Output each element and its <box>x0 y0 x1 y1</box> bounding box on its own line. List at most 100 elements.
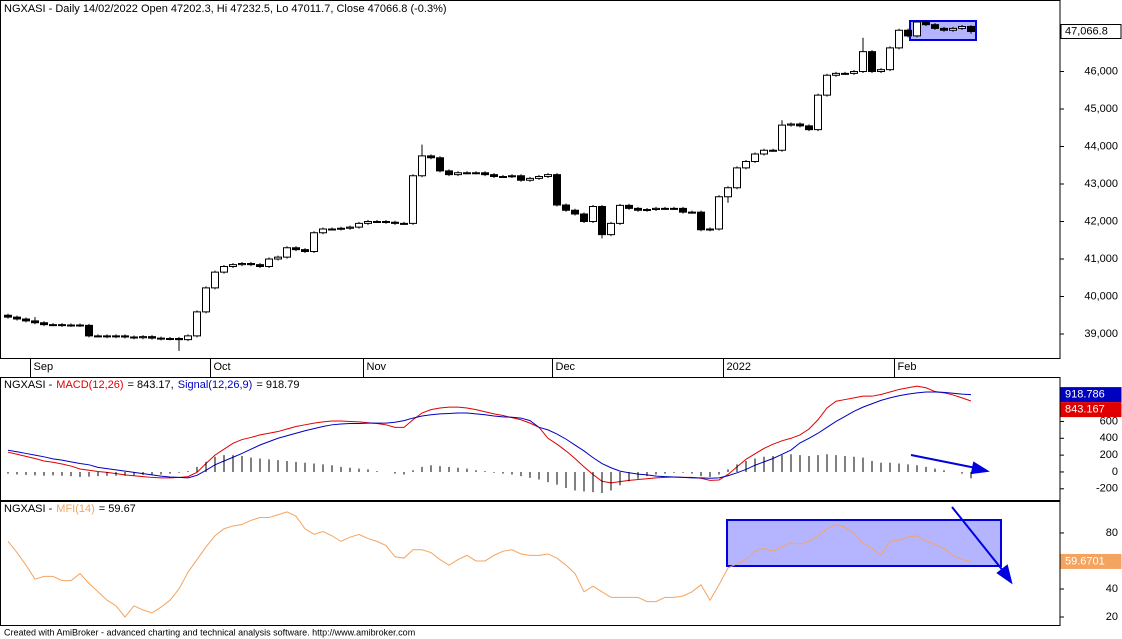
candle-body <box>688 211 696 214</box>
last-value-box <box>1060 24 1122 40</box>
candle-body <box>265 258 273 268</box>
candle-body <box>616 204 624 224</box>
candle-body <box>931 24 939 29</box>
y-tick-label: 39,000 <box>1084 328 1118 340</box>
candle-body <box>670 207 678 210</box>
panel-title: NGXASI - <box>4 379 53 391</box>
candle-body <box>22 318 30 322</box>
y-tick-label: 46,000 <box>1084 65 1118 77</box>
candle-body <box>364 221 372 224</box>
candle-body <box>499 176 507 179</box>
candle-body <box>823 74 831 96</box>
y-tick-label: 42,000 <box>1084 215 1118 227</box>
candle-body <box>805 125 813 131</box>
candle-body <box>760 149 768 155</box>
candle-body <box>139 336 147 339</box>
arrow-line <box>910 454 977 469</box>
candle-body <box>193 311 201 337</box>
x-tick-label: Dec <box>556 361 576 373</box>
candle-body <box>409 175 417 224</box>
candle-body <box>454 172 462 176</box>
candle-body <box>553 174 561 206</box>
candle-body <box>85 324 93 337</box>
last-value-label: 47,066.8 <box>1065 25 1108 37</box>
candle-body <box>13 316 21 320</box>
candle-body <box>544 174 552 178</box>
candle-body <box>130 336 138 339</box>
candle-body <box>337 227 345 230</box>
price-panel-frame <box>0 0 1061 359</box>
footer: Created with AmiBroker - advanced charti… <box>4 627 415 637</box>
last-value-box <box>1060 553 1122 569</box>
candle-body <box>769 149 777 152</box>
candle-body <box>472 172 480 175</box>
panel-frames <box>0 0 1061 626</box>
y-tick-label: 400 <box>1100 432 1118 444</box>
legend-name: Signal(12,26,9) <box>178 379 253 391</box>
panel-title: NGXASI - Daily 14/02/2022 Open 47202.3, … <box>4 3 447 15</box>
candle-body <box>787 123 795 126</box>
candle-body <box>706 228 714 231</box>
panel-header: NGXASI - Daily 14/02/2022 Open 47202.3, … <box>4 3 447 15</box>
candle-body <box>400 222 408 225</box>
last-value-box <box>1060 402 1122 418</box>
candle-body <box>661 207 669 210</box>
candle-body <box>643 209 651 212</box>
candle-body <box>517 175 525 181</box>
candle-body <box>697 211 705 231</box>
panel-title: NGXASI - <box>4 503 53 515</box>
x-tick-label: Sep <box>34 361 54 373</box>
legend-name: MACD(12,26) <box>56 379 123 391</box>
candle-body <box>967 25 975 33</box>
last-value-box <box>1060 387 1122 403</box>
candle-body <box>508 175 516 178</box>
candle-body <box>346 226 354 229</box>
candle-body <box>256 264 264 268</box>
arrow-head <box>970 461 990 475</box>
series-line <box>7 385 972 484</box>
panel-header: NGXASI - MFI(14) = 59.67 <box>4 503 136 515</box>
candle-body <box>859 51 867 73</box>
candle-body <box>598 206 606 236</box>
arrow-line <box>951 506 1005 573</box>
x-tick-label: Nov <box>367 361 387 373</box>
y-tick-label: 43,000 <box>1084 178 1118 190</box>
candle-body <box>391 221 399 224</box>
series-line <box>7 511 972 618</box>
candle-body <box>922 21 930 26</box>
candle-body <box>634 207 642 211</box>
y-tick-label: 80 <box>1106 527 1118 539</box>
panel-header: NGXASI - MACD(12,26) = 843.17, Signal(12,26… <box>4 379 299 391</box>
candle-body <box>40 322 48 326</box>
trend-arrows <box>910 454 1013 585</box>
y-tick-label: 45,000 <box>1084 103 1118 115</box>
candle-body <box>157 337 165 340</box>
candle-body <box>445 170 453 176</box>
candle-body <box>94 335 102 338</box>
candle-body <box>175 338 183 341</box>
candle-body <box>832 72 840 76</box>
candle-body <box>589 206 597 223</box>
candle-body <box>355 222 363 228</box>
candle-body <box>715 196 723 230</box>
candle-body <box>211 271 219 289</box>
candle-body <box>121 335 129 338</box>
y-tick-label: 200 <box>1100 449 1118 461</box>
candle-body <box>247 263 255 266</box>
candle-body <box>283 247 291 258</box>
candle-body <box>418 155 426 177</box>
candle-body <box>427 155 435 159</box>
candle-body <box>868 51 876 73</box>
candle-body <box>535 176 543 179</box>
x-tick-label: 2022 <box>727 361 751 373</box>
candle-body <box>958 26 966 29</box>
candle-body <box>580 213 588 223</box>
candle-body <box>886 47 894 71</box>
candle-body <box>58 324 66 327</box>
candle-body <box>814 94 822 131</box>
candle-body <box>724 187 732 198</box>
y-tick-label: 600 <box>1100 415 1118 427</box>
y-tick-label: 44,000 <box>1084 140 1118 152</box>
